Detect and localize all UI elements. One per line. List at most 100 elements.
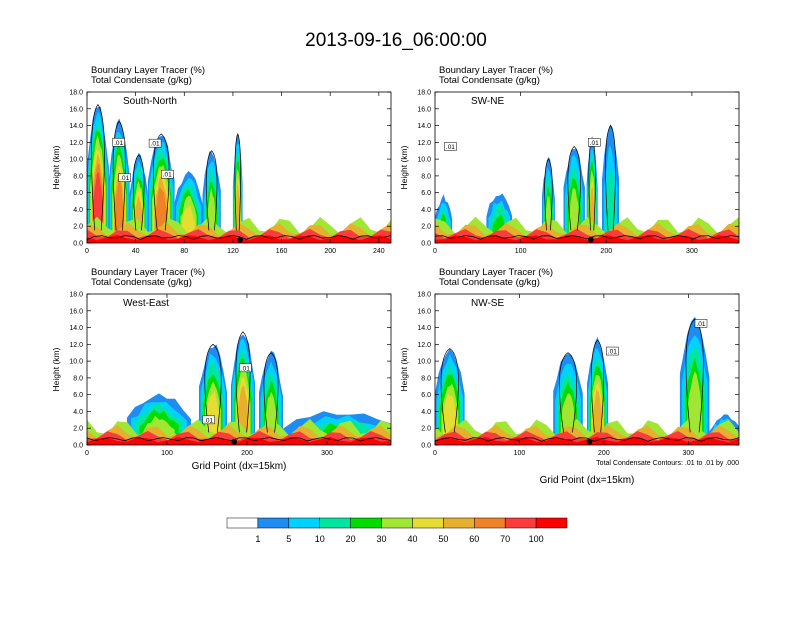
x-tick-label: 0 (433, 450, 437, 457)
fill-field-label: Boundary Layer Tracer (%) (91, 267, 205, 278)
condensate-contour-5 (205, 150, 218, 231)
contour-label: .01 (241, 365, 250, 372)
colorbar-label: 10 (315, 534, 325, 544)
colorbar-swatch (474, 517, 506, 529)
contour-label: .01 (120, 175, 129, 182)
y-tick-label: 18.0 (69, 90, 83, 97)
y-tick-label: 18.0 (417, 90, 431, 97)
contour-label: .01 (446, 144, 455, 151)
tracer-plume-6-level-3 (605, 169, 616, 243)
y-tick-label: 0.0 (73, 443, 83, 450)
colorbar-swatch (381, 517, 413, 529)
condensate-contour-3 (132, 154, 145, 231)
condensate-contour-3 (591, 339, 605, 433)
y-tick-label: 16.0 (417, 106, 431, 113)
x-tick-label: 0 (433, 248, 437, 255)
y-tick-label: 2.0 (421, 426, 431, 433)
y-tick-label: 6.0 (421, 392, 431, 399)
y-tick-label: 12.0 (417, 140, 431, 147)
panel-1: Boundary Layer Tracer (%)Total Condensat… (51, 65, 392, 255)
plot-area: .01 .01 (87, 331, 391, 445)
y-tick-label: 2.0 (73, 426, 83, 433)
contour-label-box (118, 173, 131, 182)
colorbar-label: 20 (346, 534, 356, 544)
terrain-outline (87, 235, 391, 243)
terrain-outline (435, 235, 739, 243)
contour-label: .01 (114, 140, 123, 147)
contour-label-box (606, 346, 619, 356)
y-tick-label: 16.0 (69, 308, 83, 315)
colorbar-label: 70 (500, 534, 510, 544)
condensate-contour-2 (567, 146, 581, 231)
y-tick-label: 4.0 (73, 207, 83, 214)
colorbar-label: 50 (438, 534, 448, 544)
contour-label: .01 (204, 417, 213, 424)
contour-label: .01 (590, 140, 599, 147)
y-tick-label: 10.0 (69, 157, 83, 164)
x-tick-label: 200 (241, 450, 253, 457)
colorbar-label: 100 (529, 534, 544, 544)
y-axis-label: Height (km) (51, 145, 61, 189)
x-tick-label: 200 (598, 450, 610, 457)
y-tick-label: 14.0 (417, 123, 431, 130)
x-tick-label: 40 (132, 248, 140, 255)
y-tick-label: 14.0 (69, 325, 83, 332)
colorbar-swatch (226, 517, 259, 529)
x-tick-label: 160 (276, 248, 288, 255)
contour-label-box (239, 363, 252, 373)
panel-label: NW-SE (471, 298, 504, 309)
location-marker (231, 438, 237, 445)
plot-area: .01 .01 .01 .01 (87, 104, 391, 243)
fill-field-label: Boundary Layer Tracer (%) (439, 65, 553, 76)
x-tick-label: 200 (324, 248, 336, 255)
x-axis-label: Grid Point (dx=15km) (192, 461, 287, 472)
contour-label-box (148, 138, 162, 148)
y-tick-label: 0.0 (421, 443, 431, 450)
contour-field-label: Total Condensate (g/kg) (91, 277, 192, 288)
panel-4: Boundary Layer Tracer (%) Total Condensat… (399, 267, 740, 486)
condensate-contour-1 (204, 343, 222, 433)
terrain-outline (435, 437, 739, 445)
fill-field-label: Boundary Layer Tracer (%) (91, 65, 205, 76)
condensate-contour-1 (440, 348, 459, 433)
colorbar-label: 30 (377, 534, 387, 544)
colorbar-swatch (319, 517, 351, 529)
colorbar-swatch (504, 517, 537, 529)
contour-label-box (161, 169, 174, 179)
fill-field-label: Boundary Layer Tracer (%) (439, 267, 553, 278)
contour-label-box (112, 138, 125, 147)
colorbar-swatch (412, 517, 444, 529)
x-tick-label: 100 (161, 450, 173, 457)
x-tick-label: 100 (515, 248, 527, 255)
contour-label-box (694, 319, 708, 328)
colorbar-swatch (443, 517, 475, 529)
y-tick-label: 0.0 (73, 241, 83, 248)
x-tick-label: 80 (180, 248, 188, 255)
contour-label: .01 (696, 321, 705, 328)
colorbar-swatch (350, 517, 382, 529)
location-marker (588, 236, 594, 243)
condensate-contour-4 (685, 318, 704, 433)
boundary-layer-band-4 (87, 437, 391, 445)
y-tick-label: 2.0 (73, 224, 83, 231)
panel-frame (86, 91, 392, 244)
x-tick-label: 0 (85, 248, 89, 255)
y-tick-label: 12.0 (69, 140, 83, 147)
condensate-contour-1 (544, 158, 553, 231)
condensate-contour-4 (605, 125, 616, 231)
y-tick-label: 18.0 (69, 292, 83, 299)
y-tick-label: 4.0 (421, 409, 431, 416)
x-tick-label: 0 (85, 450, 89, 457)
panel-3: Boundary Layer Tracer (%)Total Condensat… (51, 267, 392, 472)
y-tick-label: 8.0 (421, 173, 431, 180)
contour-note: Total Condensate Contours: .01 to .01 by… (596, 460, 739, 467)
contour-label-box (588, 138, 601, 147)
colorbar-swatch (288, 517, 320, 529)
contour-label: .01 (151, 141, 160, 148)
y-tick-label: 10.0 (417, 359, 431, 366)
contour-field-label: Total Condensate (g/kg) (439, 75, 540, 86)
condensate-contour-6 (234, 133, 241, 231)
panel-label: SW-NE (471, 96, 504, 107)
